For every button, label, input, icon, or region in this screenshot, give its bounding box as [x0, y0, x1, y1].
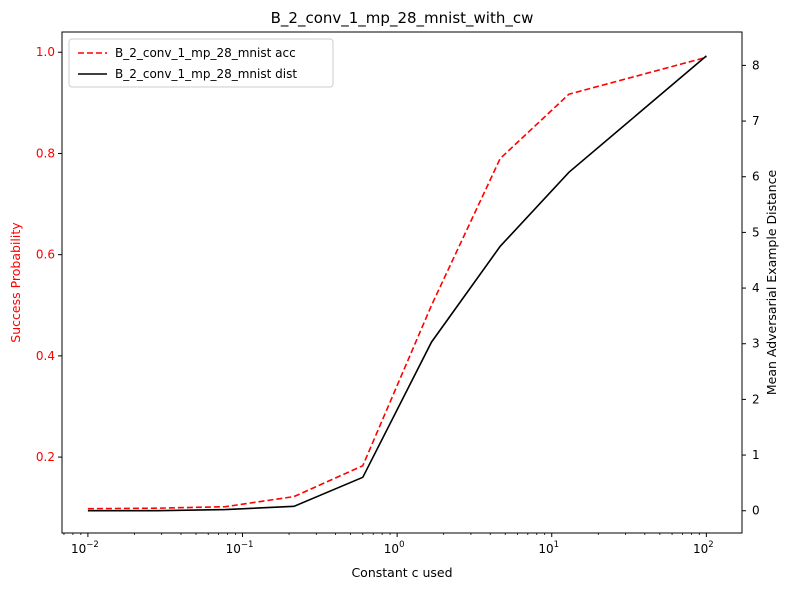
plot-frame	[61, 31, 743, 534]
left-y-tick-label: 0.8	[36, 146, 55, 160]
right-y-tick-label: 3	[752, 337, 760, 351]
legend-label: B_2_conv_1_mp_28_mnist acc	[115, 46, 296, 60]
legend-box	[68, 38, 334, 88]
x-tick-label: 10−1	[226, 540, 254, 556]
left-y-axis-ticks: 0.2 0.4 0.6 0.8 1.0	[36, 45, 62, 464]
right-y-tick-label: 8	[752, 58, 760, 72]
right-y-tick-label: 1	[752, 448, 760, 462]
right-y-tick-label: 2	[752, 392, 760, 406]
right-y-tick-label: 6	[752, 170, 760, 184]
right-y-tick-label: 5	[752, 225, 760, 239]
x-axis-label: Constant c used	[351, 565, 452, 580]
right-y-tick-label: 4	[752, 281, 760, 295]
right-y-tick-label: 0	[752, 504, 760, 518]
dist-series-line	[87, 55, 707, 512]
x-tick-label: 101	[538, 540, 559, 556]
left-y-tick-label: 0.4	[36, 349, 55, 363]
x-tick-label: 100	[384, 540, 405, 556]
left-y-tick-label: 0.2	[36, 450, 55, 464]
x-tick-label: 102	[693, 540, 714, 556]
x-tick-label: 10−2	[71, 540, 99, 556]
left-y-axis-label: Success Probability	[8, 222, 23, 343]
acc-series-line	[87, 56, 707, 510]
legend: B_2_conv_1_mp_28_mnist acc B_2_conv_1_mp_…	[68, 38, 334, 88]
x-axis-ticks: 10−2 10−1 100 101 102	[63, 533, 714, 556]
left-y-tick-label: 1.0	[36, 45, 55, 59]
right-y-axis-ticks: 0 1 2 3 4 5 6 7 8	[742, 58, 760, 518]
legend-label: B_2_conv_1_mp_28_mnist dist	[115, 67, 297, 81]
series-layer	[87, 55, 707, 512]
plot-area	[61, 31, 743, 534]
right-y-axis-label: Mean Adversarial Example Distance	[764, 170, 779, 396]
right-y-tick-label: 7	[752, 114, 760, 128]
chart-title: B_2_conv_1_mp_28_mnist_with_cw	[271, 9, 534, 28]
left-y-tick-label: 0.6	[36, 248, 55, 262]
